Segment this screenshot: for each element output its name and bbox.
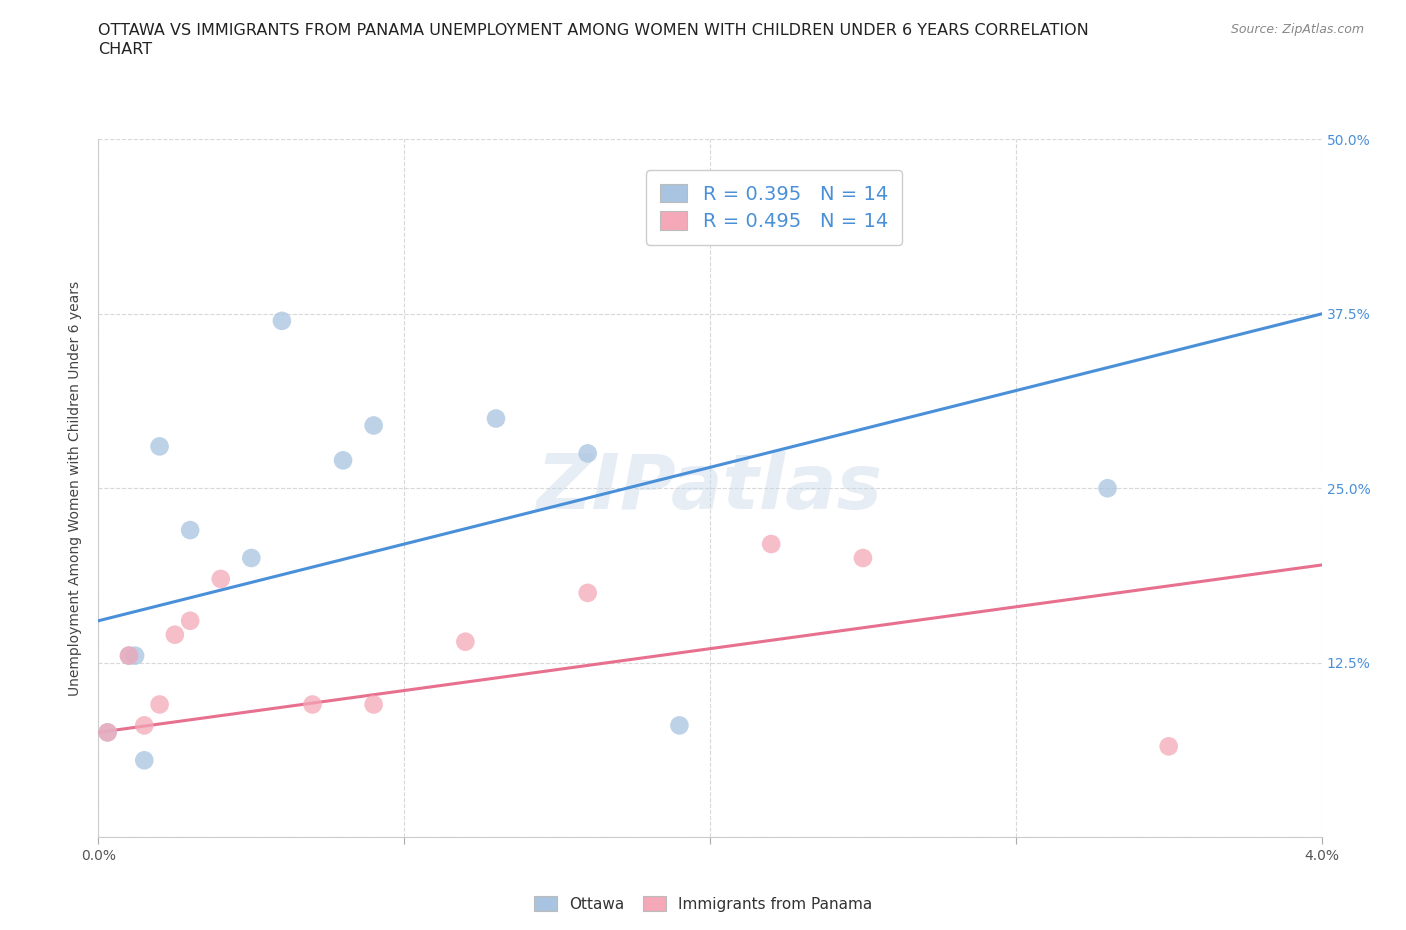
Point — [149, 439, 172, 454]
Point — [270, 313, 294, 328]
Point — [240, 551, 263, 565]
Point — [576, 586, 599, 601]
Point — [118, 648, 141, 663]
Text: ZIPatlas: ZIPatlas — [537, 451, 883, 525]
Legend: Ottawa, Immigrants from Panama: Ottawa, Immigrants from Panama — [527, 890, 879, 918]
Y-axis label: Unemployment Among Women with Children Under 6 years: Unemployment Among Women with Children U… — [69, 281, 83, 696]
Text: CHART: CHART — [98, 42, 152, 57]
Point — [179, 614, 201, 629]
Point — [1157, 738, 1180, 753]
Point — [134, 718, 156, 733]
Point — [97, 725, 120, 740]
Point — [363, 418, 385, 433]
Point — [576, 445, 599, 460]
Point — [668, 718, 690, 733]
Point — [759, 537, 782, 551]
Point — [209, 571, 232, 587]
Point — [163, 628, 186, 643]
Point — [97, 725, 120, 740]
Point — [124, 648, 146, 663]
Text: Source: ZipAtlas.com: Source: ZipAtlas.com — [1230, 23, 1364, 36]
Point — [332, 453, 354, 468]
Point — [1097, 481, 1119, 496]
Point — [179, 523, 201, 538]
Point — [852, 551, 875, 565]
Point — [363, 698, 385, 712]
Point — [149, 698, 172, 712]
Legend: R = 0.395   N = 14, R = 0.495   N = 14: R = 0.395 N = 14, R = 0.495 N = 14 — [647, 170, 901, 245]
Point — [118, 648, 141, 663]
Point — [485, 411, 508, 426]
Point — [301, 698, 323, 712]
Point — [454, 634, 477, 649]
Text: OTTAWA VS IMMIGRANTS FROM PANAMA UNEMPLOYMENT AMONG WOMEN WITH CHILDREN UNDER 6 : OTTAWA VS IMMIGRANTS FROM PANAMA UNEMPLO… — [98, 23, 1090, 38]
Point — [134, 753, 156, 768]
